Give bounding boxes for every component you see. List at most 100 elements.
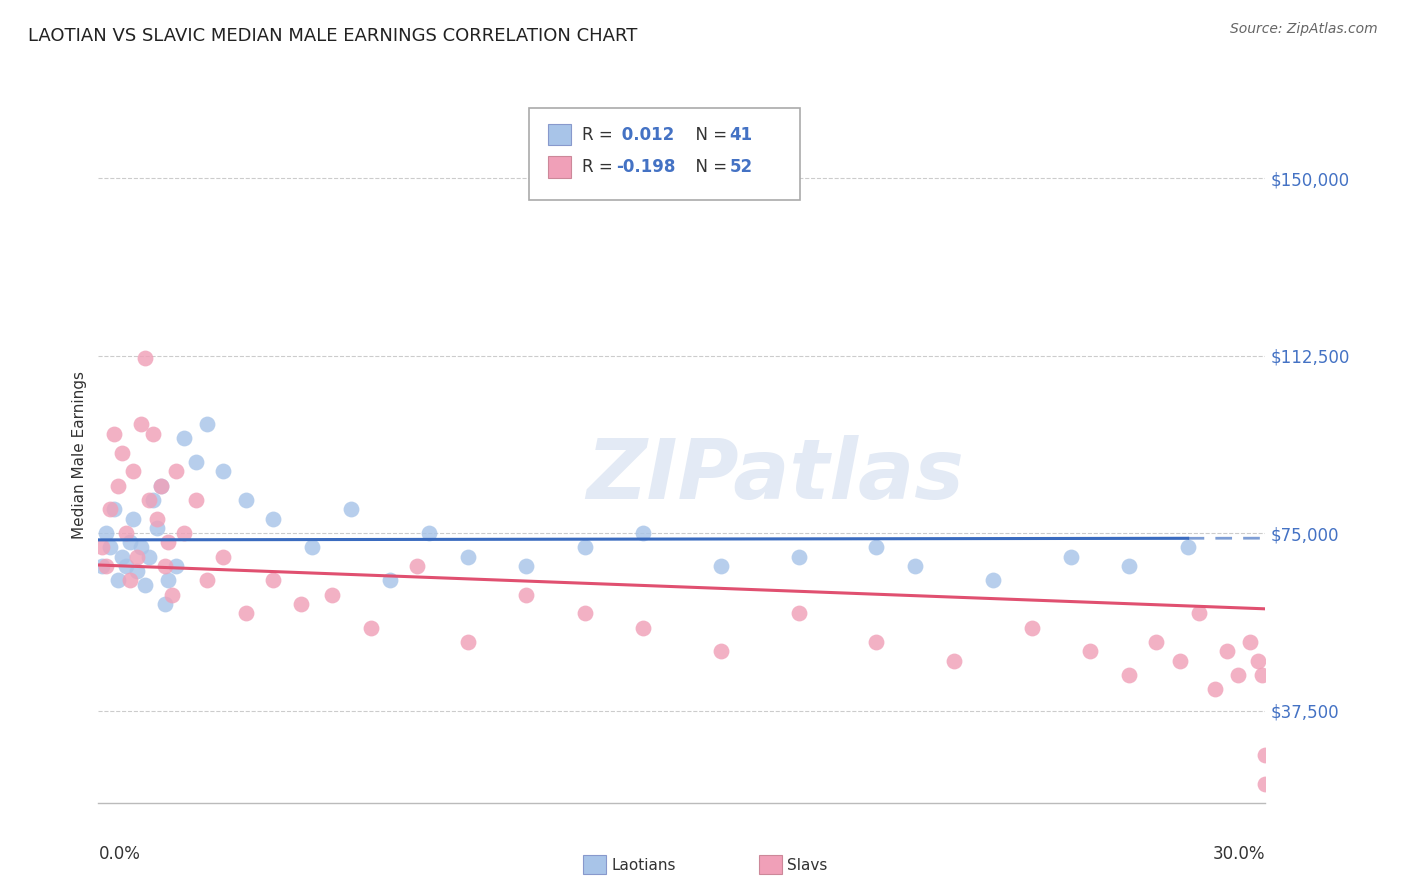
Text: N =: N = bbox=[685, 158, 733, 176]
Point bbox=[1254, 777, 1277, 791]
Text: ZIPatlas: ZIPatlas bbox=[586, 435, 965, 516]
Point bbox=[515, 588, 537, 602]
Point bbox=[173, 431, 195, 445]
Text: R =: R = bbox=[582, 158, 619, 176]
Point bbox=[262, 512, 284, 526]
Text: Source: ZipAtlas.com: Source: ZipAtlas.com bbox=[1230, 22, 1378, 37]
Point bbox=[153, 597, 176, 611]
Point bbox=[787, 549, 810, 564]
Point bbox=[162, 588, 184, 602]
Point bbox=[1060, 549, 1083, 564]
Point bbox=[212, 549, 235, 564]
Point bbox=[118, 535, 141, 549]
Point bbox=[165, 465, 187, 479]
Point bbox=[1254, 748, 1277, 763]
Point bbox=[1168, 654, 1191, 668]
Point bbox=[107, 478, 129, 492]
Point bbox=[1118, 559, 1140, 574]
Point bbox=[1021, 621, 1043, 635]
Point bbox=[710, 644, 733, 658]
Point bbox=[142, 426, 165, 441]
Point bbox=[212, 465, 235, 479]
Point bbox=[574, 607, 596, 621]
Point bbox=[127, 564, 149, 578]
Point bbox=[157, 574, 180, 588]
Point bbox=[146, 521, 169, 535]
Text: 0.0%: 0.0% bbox=[98, 845, 141, 863]
Text: 30.0%: 30.0% bbox=[1213, 845, 1265, 863]
Point bbox=[380, 574, 402, 588]
Point bbox=[457, 635, 479, 649]
Point bbox=[515, 559, 537, 574]
Text: -0.198: -0.198 bbox=[616, 158, 675, 176]
Point bbox=[406, 559, 429, 574]
Point bbox=[262, 574, 284, 588]
Point bbox=[195, 417, 218, 432]
Point bbox=[122, 512, 145, 526]
Point bbox=[91, 559, 114, 574]
Point bbox=[134, 578, 156, 592]
Point bbox=[1204, 682, 1226, 697]
Point bbox=[574, 540, 596, 554]
Y-axis label: Median Male Earnings: Median Male Earnings bbox=[72, 371, 87, 539]
Point bbox=[98, 540, 121, 554]
Point bbox=[114, 559, 136, 574]
Point bbox=[153, 559, 176, 574]
Point bbox=[787, 607, 810, 621]
Point bbox=[1118, 668, 1140, 682]
Point bbox=[1227, 668, 1250, 682]
Point bbox=[710, 559, 733, 574]
Point bbox=[103, 426, 125, 441]
Point bbox=[127, 549, 149, 564]
Point bbox=[122, 465, 145, 479]
Point bbox=[1188, 607, 1211, 621]
Point bbox=[96, 526, 118, 541]
Point bbox=[321, 588, 343, 602]
Point bbox=[631, 621, 654, 635]
Text: Laotians: Laotians bbox=[612, 858, 676, 872]
Point bbox=[943, 654, 966, 668]
Text: N =: N = bbox=[685, 126, 733, 144]
Point bbox=[865, 540, 887, 554]
Point bbox=[340, 502, 363, 516]
Point bbox=[235, 492, 257, 507]
Point bbox=[118, 574, 141, 588]
Text: 0.012: 0.012 bbox=[616, 126, 673, 144]
Point bbox=[904, 559, 927, 574]
Point bbox=[157, 535, 180, 549]
Point bbox=[165, 559, 187, 574]
Point bbox=[1146, 635, 1168, 649]
Point bbox=[111, 549, 134, 564]
Point bbox=[631, 526, 654, 541]
Point bbox=[1177, 540, 1199, 554]
Point bbox=[1080, 644, 1102, 658]
Point bbox=[134, 351, 156, 365]
Point bbox=[129, 417, 152, 432]
Point bbox=[981, 574, 1004, 588]
Point bbox=[114, 526, 136, 541]
Text: Slavs: Slavs bbox=[787, 858, 828, 872]
Point bbox=[235, 607, 257, 621]
Point bbox=[865, 635, 887, 649]
Point bbox=[301, 540, 323, 554]
Point bbox=[184, 492, 207, 507]
Text: R =: R = bbox=[582, 126, 619, 144]
Point bbox=[1215, 644, 1237, 658]
Point bbox=[360, 621, 382, 635]
Point bbox=[1239, 635, 1261, 649]
Point bbox=[195, 574, 218, 588]
Text: 52: 52 bbox=[730, 158, 752, 176]
Point bbox=[173, 526, 195, 541]
Point bbox=[138, 549, 160, 564]
Point bbox=[103, 502, 125, 516]
Point bbox=[149, 478, 172, 492]
Point bbox=[138, 492, 160, 507]
Point bbox=[457, 549, 479, 564]
Point bbox=[149, 478, 172, 492]
Point bbox=[91, 540, 114, 554]
Point bbox=[107, 574, 129, 588]
Point bbox=[96, 559, 118, 574]
Point bbox=[129, 540, 152, 554]
Point bbox=[1250, 668, 1272, 682]
Point bbox=[98, 502, 121, 516]
